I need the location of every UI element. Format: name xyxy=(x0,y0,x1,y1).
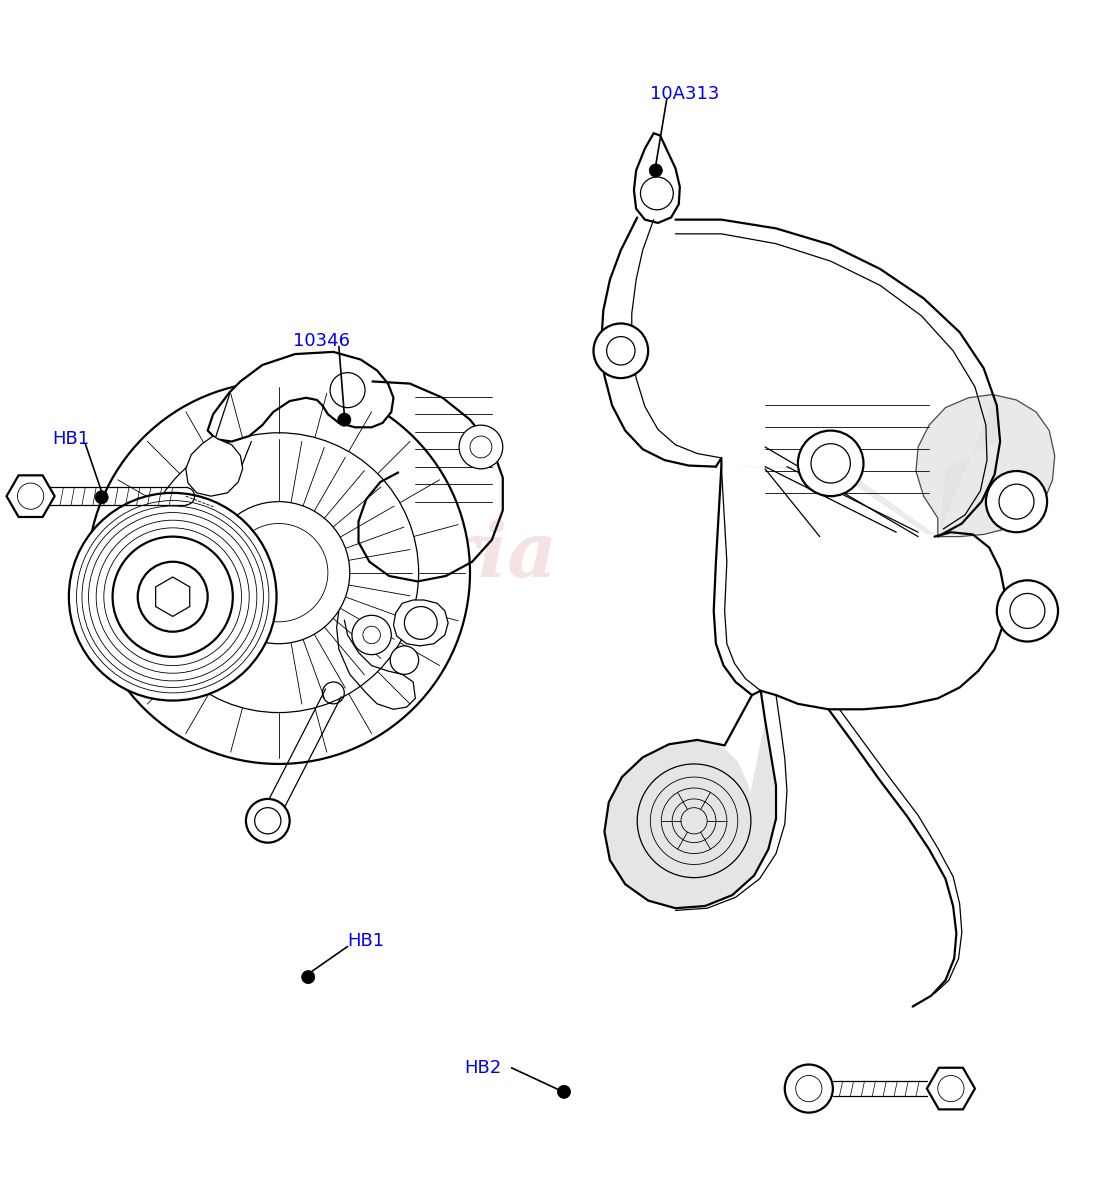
Polygon shape xyxy=(604,720,776,908)
Circle shape xyxy=(470,436,492,458)
Polygon shape xyxy=(155,577,190,617)
Circle shape xyxy=(811,444,850,484)
Circle shape xyxy=(246,799,290,842)
Circle shape xyxy=(640,178,673,210)
Circle shape xyxy=(113,536,233,656)
Circle shape xyxy=(363,626,380,643)
Polygon shape xyxy=(208,352,393,442)
Circle shape xyxy=(999,484,1034,520)
Circle shape xyxy=(785,1064,833,1112)
Circle shape xyxy=(798,431,863,496)
Circle shape xyxy=(986,472,1047,533)
Circle shape xyxy=(557,1085,571,1098)
Text: HB2: HB2 xyxy=(465,1058,502,1076)
Circle shape xyxy=(390,646,419,674)
Polygon shape xyxy=(393,600,448,646)
Circle shape xyxy=(352,616,391,655)
Text: c  a  t  a  l  o  g  u  e  s: c a t a l o g u e s xyxy=(104,596,306,614)
Circle shape xyxy=(139,433,419,713)
Text: 10A313: 10A313 xyxy=(650,85,719,103)
Circle shape xyxy=(230,523,328,622)
Polygon shape xyxy=(730,392,997,536)
Circle shape xyxy=(95,491,108,504)
Circle shape xyxy=(330,373,365,408)
Polygon shape xyxy=(186,436,243,496)
Text: scuderia: scuderia xyxy=(191,520,557,593)
Circle shape xyxy=(459,425,503,469)
Polygon shape xyxy=(916,395,1055,536)
Circle shape xyxy=(17,484,44,509)
Polygon shape xyxy=(7,475,55,517)
Text: 10346: 10346 xyxy=(293,332,350,350)
Circle shape xyxy=(593,324,648,378)
Circle shape xyxy=(796,1075,822,1102)
Circle shape xyxy=(997,581,1058,642)
Circle shape xyxy=(338,413,351,426)
Text: HB1: HB1 xyxy=(348,932,385,950)
Circle shape xyxy=(87,382,470,764)
Circle shape xyxy=(649,164,662,178)
Circle shape xyxy=(138,562,208,631)
Circle shape xyxy=(938,1075,964,1102)
Circle shape xyxy=(607,336,635,365)
Text: HB1: HB1 xyxy=(52,431,90,449)
Circle shape xyxy=(302,971,315,984)
Polygon shape xyxy=(634,133,680,223)
Circle shape xyxy=(69,493,277,701)
Circle shape xyxy=(404,606,437,640)
Polygon shape xyxy=(927,1068,975,1109)
Circle shape xyxy=(1010,594,1045,629)
Circle shape xyxy=(255,808,281,834)
Circle shape xyxy=(208,502,350,643)
